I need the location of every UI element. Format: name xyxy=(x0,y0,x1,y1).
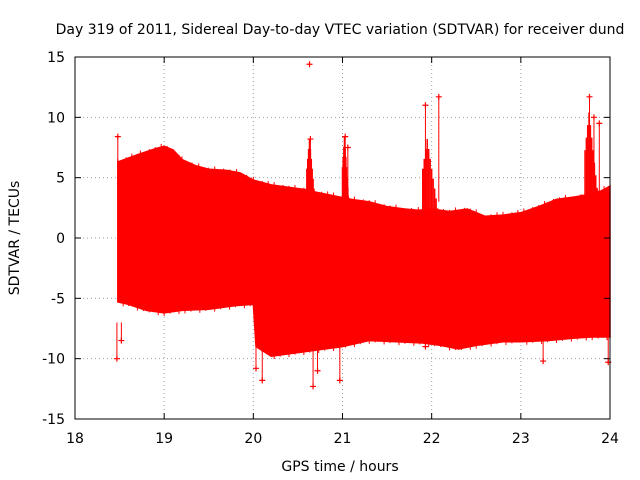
y-tick-label: 0 xyxy=(56,231,65,247)
x-tick-label: 20 xyxy=(244,431,262,447)
plus-marker xyxy=(590,114,597,121)
plus-marker xyxy=(435,93,442,100)
plus-marker xyxy=(253,365,260,372)
y-tick-label: -10 xyxy=(42,352,65,368)
y-tick-label: -5 xyxy=(51,291,65,307)
plus-marker xyxy=(113,355,120,362)
x-tick-label: 19 xyxy=(155,431,173,447)
x-tick-label: 24 xyxy=(601,431,619,447)
x-tick-label: 23 xyxy=(512,431,530,447)
y-tick-label: 15 xyxy=(47,50,65,66)
x-axis-label: GPS time / hours xyxy=(281,459,398,475)
plus-marker xyxy=(114,133,121,140)
y-tick-label: 10 xyxy=(47,110,65,126)
data-area xyxy=(113,61,612,390)
plus-marker xyxy=(307,136,314,143)
plus-marker xyxy=(422,343,429,350)
plus-marker xyxy=(259,377,266,384)
plus-marker xyxy=(422,102,429,109)
plus-marker xyxy=(596,120,603,127)
plus-marker xyxy=(306,61,313,68)
x-tick-label: 18 xyxy=(66,431,84,447)
plus-marker xyxy=(314,367,321,374)
plus-marker xyxy=(310,383,317,390)
y-tick-label: 5 xyxy=(56,171,65,187)
plus-marker xyxy=(540,358,547,365)
plus-marker xyxy=(336,377,343,384)
tick-marks: 18 19 20 21 22 23 24 -15 -10 -5 0 5 10 15 xyxy=(42,50,619,447)
y-tick-label: -15 xyxy=(42,412,65,428)
plus-marker xyxy=(344,144,351,151)
x-tick-label: 21 xyxy=(334,431,352,447)
data-band xyxy=(117,145,611,358)
plus-marker xyxy=(118,337,125,344)
x-tick-label: 22 xyxy=(423,431,441,447)
plus-marker xyxy=(342,133,349,140)
chart-title: Day 319 of 2011, Sidereal Day-to-day VTE… xyxy=(56,22,625,38)
y-axis-label: SDTVAR / TECUs xyxy=(7,181,23,296)
plus-marker xyxy=(586,93,593,100)
